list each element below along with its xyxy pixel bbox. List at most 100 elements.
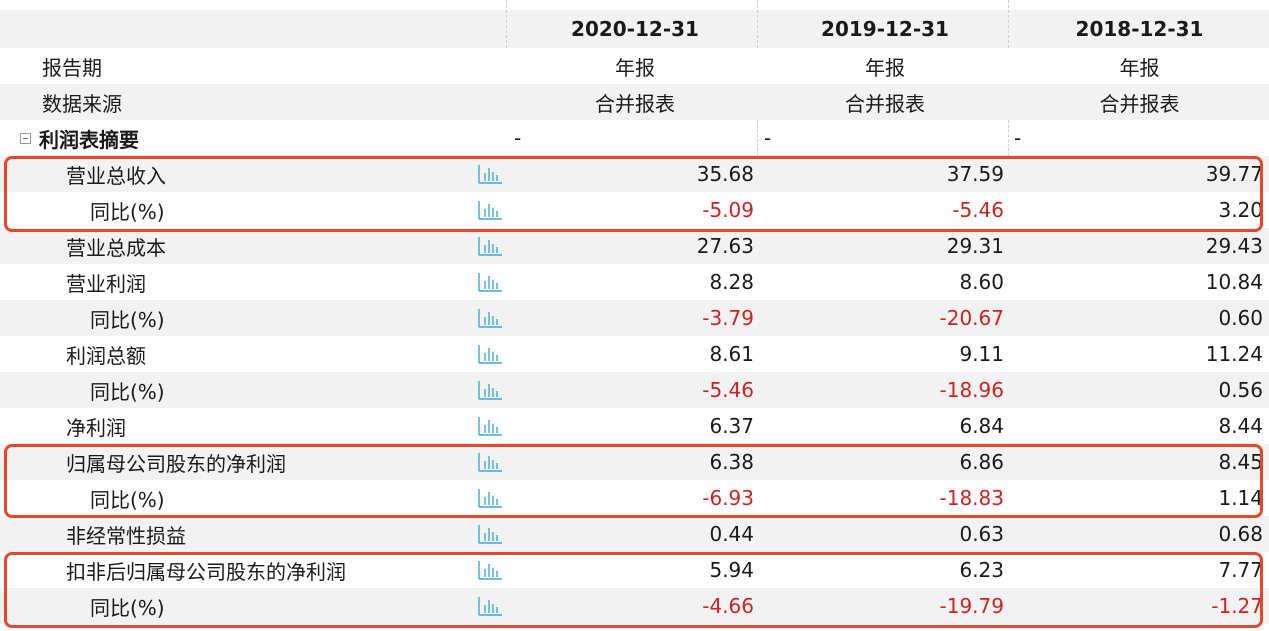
- bar-chart-icon[interactable]: [470, 156, 510, 192]
- cell-value: 6.23: [959, 558, 1004, 582]
- cell-value: -19.79: [939, 594, 1004, 618]
- row-label: 同比(%): [90, 487, 165, 512]
- table-row[interactable]: 归属母公司股东的净利润 6.38 6.86 8.45: [0, 444, 1269, 480]
- bar-chart-icon[interactable]: [470, 552, 510, 588]
- cell-value: -20.67: [939, 306, 1004, 330]
- bar-chart-icon[interactable]: [470, 336, 510, 372]
- bar-chart-icon[interactable]: [470, 408, 510, 444]
- cell-value: 37.59: [946, 162, 1004, 186]
- row-label: 归属母公司股东的净利润: [66, 451, 286, 476]
- cell-value: 0.60: [1218, 306, 1263, 330]
- bar-chart-icon[interactable]: [470, 192, 510, 228]
- bar-chart-icon[interactable]: [470, 372, 510, 408]
- row-label: 同比(%): [90, 307, 165, 332]
- cell-value: 8.28: [709, 270, 754, 294]
- row-label: 营业利润: [66, 271, 146, 296]
- cell-value: -: [514, 126, 522, 150]
- column-divider: [757, 0, 758, 48]
- section-label[interactable]: 利润表摘要: [0, 120, 470, 156]
- cell-value: 9.11: [959, 342, 1004, 366]
- column-header-2019[interactable]: 2019-12-31: [821, 17, 949, 41]
- cell-value: 8.60: [959, 270, 1004, 294]
- cell-value: 0.44: [709, 522, 754, 546]
- table-row[interactable]: 同比(%) -5.46 -18.96 0.56: [0, 372, 1269, 408]
- report-period-row: 报告期 年报 年报 年报: [0, 48, 1269, 84]
- cell-value: -6.93: [702, 486, 754, 510]
- row-label: 同比(%): [90, 199, 165, 224]
- bar-chart-icon[interactable]: [470, 588, 510, 624]
- cell-value: -: [764, 126, 772, 150]
- cell-value: -5.46: [952, 198, 1004, 222]
- bar-chart-icon[interactable]: [470, 228, 510, 264]
- cell-value: 6.37: [709, 414, 754, 438]
- cell-value: 8.44: [1218, 414, 1263, 438]
- table-row[interactable]: 扣非后归属母公司股东的净利润 5.94 6.23 7.77: [0, 552, 1269, 588]
- cell-value: -3.79: [702, 306, 754, 330]
- bar-chart-icon[interactable]: [470, 480, 510, 516]
- table-row[interactable]: 同比(%) -6.93 -18.83 1.14: [0, 480, 1269, 516]
- table-row[interactable]: 利润总额 8.61 9.11 11.24: [0, 336, 1269, 372]
- cell-value: 年报: [1119, 55, 1160, 80]
- cell-value: 1.14: [1218, 486, 1263, 510]
- table-row[interactable]: 同比(%) -3.79 -20.67 0.60: [0, 300, 1269, 336]
- column-divider: [506, 0, 507, 48]
- cell-value: 年报: [615, 55, 655, 80]
- bar-chart-icon[interactable]: [470, 300, 510, 336]
- row-label: 同比(%): [90, 379, 165, 404]
- table-header-row: 2020-12-31 2019-12-31 2018-12-31: [0, 10, 1269, 48]
- cell-value: 合并报表: [1099, 91, 1180, 116]
- bar-chart-icon[interactable]: [470, 444, 510, 480]
- table-row[interactable]: 同比(%) -5.09 -5.46 3.20: [0, 192, 1269, 228]
- table-row[interactable]: 净利润 6.37 6.84 8.44: [0, 408, 1269, 444]
- row-label: 利润总额: [66, 343, 146, 368]
- cell-value: 8.45: [1218, 450, 1263, 474]
- table-row[interactable]: 营业总成本 27.63 29.31 29.43: [0, 228, 1269, 264]
- row-label: 非经常性损益: [66, 523, 186, 548]
- section-title: 利润表摘要: [39, 127, 139, 152]
- column-divider: [1008, 0, 1009, 48]
- cell-value: 11.24: [1205, 342, 1263, 366]
- cell-value: 6.84: [959, 414, 1004, 438]
- row-label: 营业总收入: [66, 163, 166, 188]
- section-row-income-summary[interactable]: 利润表摘要 - - -: [0, 120, 1269, 156]
- cell-value: -18.83: [939, 486, 1004, 510]
- cell-value: 29.31: [946, 234, 1004, 258]
- row-label: 数据来源: [42, 91, 122, 116]
- cell-value: 29.43: [1205, 234, 1263, 258]
- cell-value: -5.46: [702, 378, 754, 402]
- table-row[interactable]: 同比(%) -4.66 -19.79 -1.27: [0, 588, 1269, 624]
- cell-value: 27.63: [696, 234, 754, 258]
- cell-value: -: [1014, 126, 1022, 150]
- table-row[interactable]: 营业利润 8.28 8.60 10.84: [0, 264, 1269, 300]
- cell-value: 7.77: [1218, 558, 1263, 582]
- cell-value: -5.09: [702, 198, 754, 222]
- table-row[interactable]: 营业总收入 35.68 37.59 39.77: [0, 156, 1269, 192]
- cell-value: 8.61: [709, 342, 754, 366]
- cell-value: 合并报表: [845, 91, 925, 116]
- cell-value: 年报: [865, 55, 905, 80]
- data-source-row: 数据来源 合并报表 合并报表 合并报表: [0, 84, 1269, 120]
- cell-value: 10.84: [1205, 270, 1263, 294]
- bar-chart-icon[interactable]: [470, 264, 510, 300]
- row-label: 报告期: [42, 55, 102, 80]
- row-label: 净利润: [66, 415, 126, 440]
- collapse-icon[interactable]: [20, 132, 31, 144]
- cell-value: 5.94: [709, 558, 754, 582]
- bar-chart-icon[interactable]: [470, 516, 510, 552]
- row-label: 扣非后归属母公司股东的净利润: [66, 559, 346, 584]
- row-label: 营业总成本: [66, 235, 166, 260]
- cell-value: 35.68: [696, 162, 754, 186]
- cell-value: -18.96: [939, 378, 1004, 402]
- column-header-2020[interactable]: 2020-12-31: [571, 17, 699, 41]
- cell-value: 合并报表: [595, 91, 675, 116]
- cell-value: 0.68: [1218, 522, 1263, 546]
- column-header-2018[interactable]: 2018-12-31: [1075, 17, 1204, 41]
- cell-value: 6.38: [709, 450, 754, 474]
- column-divider: [1008, 120, 1009, 156]
- table-row[interactable]: 非经常性损益 0.44 0.63 0.68: [0, 516, 1269, 552]
- row-label: 同比(%): [90, 595, 165, 620]
- cell-value: 0.63: [959, 522, 1004, 546]
- cell-value: 6.86: [959, 450, 1004, 474]
- cell-value: -4.66: [702, 594, 754, 618]
- column-divider: [757, 120, 758, 156]
